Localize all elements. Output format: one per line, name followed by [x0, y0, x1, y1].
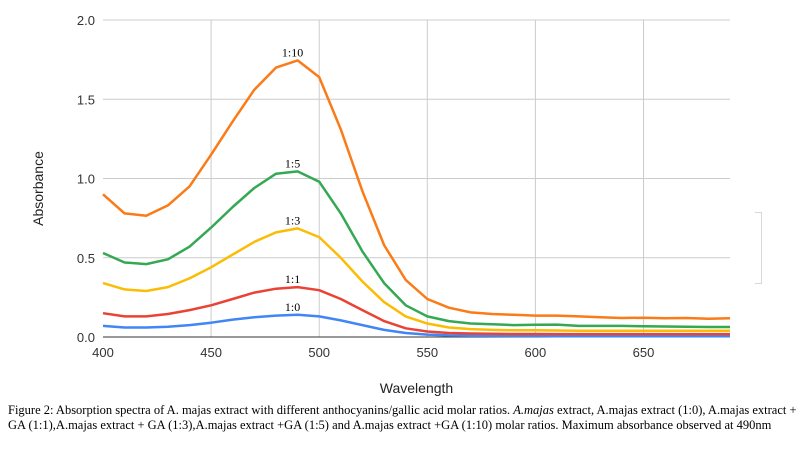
caption-suffix: extract, A.majas extract (1:0), A.majas …: [8, 403, 797, 432]
y-tick-label: 0.5: [77, 251, 95, 266]
series-labels: 1:0 1:1 1:3 1:5 1:10: [282, 45, 303, 313]
gridlines: [103, 19, 730, 337]
x-tick-label: 600: [525, 345, 547, 360]
x-tick-labels: 400 450 500 550 600 650: [92, 345, 654, 360]
series-label-1-10: 1:10: [282, 45, 303, 59]
caption-prefix: Figure 2: Absorption spectra of A. majas…: [8, 403, 514, 417]
series-lines: [102, 59, 731, 338]
y-tick-label: 2.0: [77, 13, 95, 28]
x-tick-label: 650: [633, 345, 655, 360]
x-axis-title: Wavelength: [380, 380, 453, 396]
series-line-1-0: [102, 313, 730, 338]
caption-italic: A.majas: [513, 403, 554, 417]
x-tick-label: 550: [416, 345, 438, 360]
absorbance-line-chart: 400 450 500 550 600 650 0.00.51.01.52.0 1:01:…: [30, 13, 731, 396]
y-tick-label: 1.0: [77, 172, 95, 187]
x-tick-label: 400: [92, 345, 114, 360]
series-line-1-10: [102, 59, 731, 321]
series-label-1-5: 1:5: [285, 156, 300, 170]
figure-caption: Figure 2: Absorption spectra of A. majas…: [8, 403, 798, 433]
series-line-1-3: [102, 227, 730, 332]
y-tick-labels: 0.0 0.5 1.0 1.5 2.0: [77, 13, 95, 345]
frame-bracket-right: [755, 212, 762, 284]
y-tick-label: 1.5: [77, 92, 95, 107]
series-label-1-3: 1:3: [285, 213, 300, 227]
x-tick-label: 500: [308, 345, 330, 360]
series-line-1-5: [102, 170, 730, 329]
y-axis-title: Absorbance: [30, 151, 46, 226]
series-line-1-1: [102, 285, 730, 336]
x-tick-label: 450: [200, 345, 222, 360]
series-label-1-0: 1:0: [285, 300, 300, 314]
series-label-1-1: 1:1: [285, 272, 300, 286]
y-tick-label: 0.0: [77, 330, 95, 345]
